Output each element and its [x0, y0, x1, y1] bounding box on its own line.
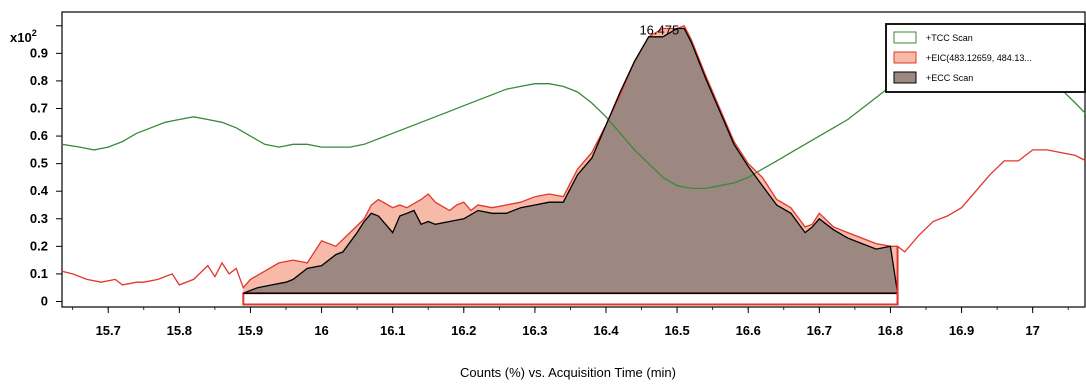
y-tick-label: 0.5 — [30, 156, 48, 171]
x-tick-label: 17 — [1025, 323, 1039, 338]
peak-label: 16.475 — [639, 23, 679, 38]
x-axis-title: Counts (%) vs. Acquisition Time (min) — [460, 365, 676, 380]
legend-label: +EIC(483.12659, 484.13... — [926, 53, 1032, 63]
legend-box — [885, 23, 1086, 93]
x-tick-label: 15.9 — [238, 323, 263, 338]
axes-layer — [56, 11, 1086, 313]
x-tick-label: 16.9 — [949, 323, 974, 338]
y-tick-label: 0.4 — [30, 183, 49, 198]
x-tick-label: 16.5 — [664, 323, 689, 338]
y-tick-label: 0.2 — [30, 238, 48, 253]
y-tick-label: 0 — [41, 293, 48, 308]
x-tick-label: 16.1 — [380, 323, 405, 338]
ecc-series-line — [243, 27, 899, 294]
x-tick-label: 16.4 — [593, 323, 619, 338]
legend-label: +TCC Scan — [926, 33, 973, 43]
x-tick-label: 16.3 — [522, 323, 547, 338]
x-tick-label: 16.6 — [736, 323, 761, 338]
x-tick-label: 15.8 — [167, 323, 192, 338]
plot-frame — [61, 11, 1086, 308]
y-multiplier-label: x102 — [10, 28, 37, 45]
legend-label: +ECC Scan — [926, 73, 973, 83]
x-tick-label: 16.8 — [878, 323, 903, 338]
x-tick-label: 16 — [314, 323, 328, 338]
ecc-area — [243, 28, 898, 294]
eic-series-line — [61, 24, 1086, 289]
y-tick-label: 0.3 — [30, 211, 48, 226]
integration-baseline — [242, 292, 899, 306]
y-tick-label: 0.7 — [30, 100, 48, 115]
legend-swatch — [893, 31, 917, 44]
legend: +TCC Scan +EIC(483.12659, 484.13... +ECC S… — [885, 23, 1086, 93]
y-tick-label: 0.1 — [30, 266, 48, 281]
x-tick-label: 16.7 — [807, 323, 832, 338]
legend-swatch — [893, 51, 917, 64]
legend-swatch — [893, 71, 917, 84]
y-tick-label: 0.6 — [30, 128, 48, 143]
y-tick-label: 0.9 — [30, 45, 48, 60]
label-layer: x102 Counts (%) vs. Acquisition Time (mi… — [10, 23, 1040, 380]
x-tick-label: 15.7 — [96, 323, 121, 338]
x-tick-label: 16.2 — [451, 323, 476, 338]
y-tick-label: 0.8 — [30, 73, 48, 88]
